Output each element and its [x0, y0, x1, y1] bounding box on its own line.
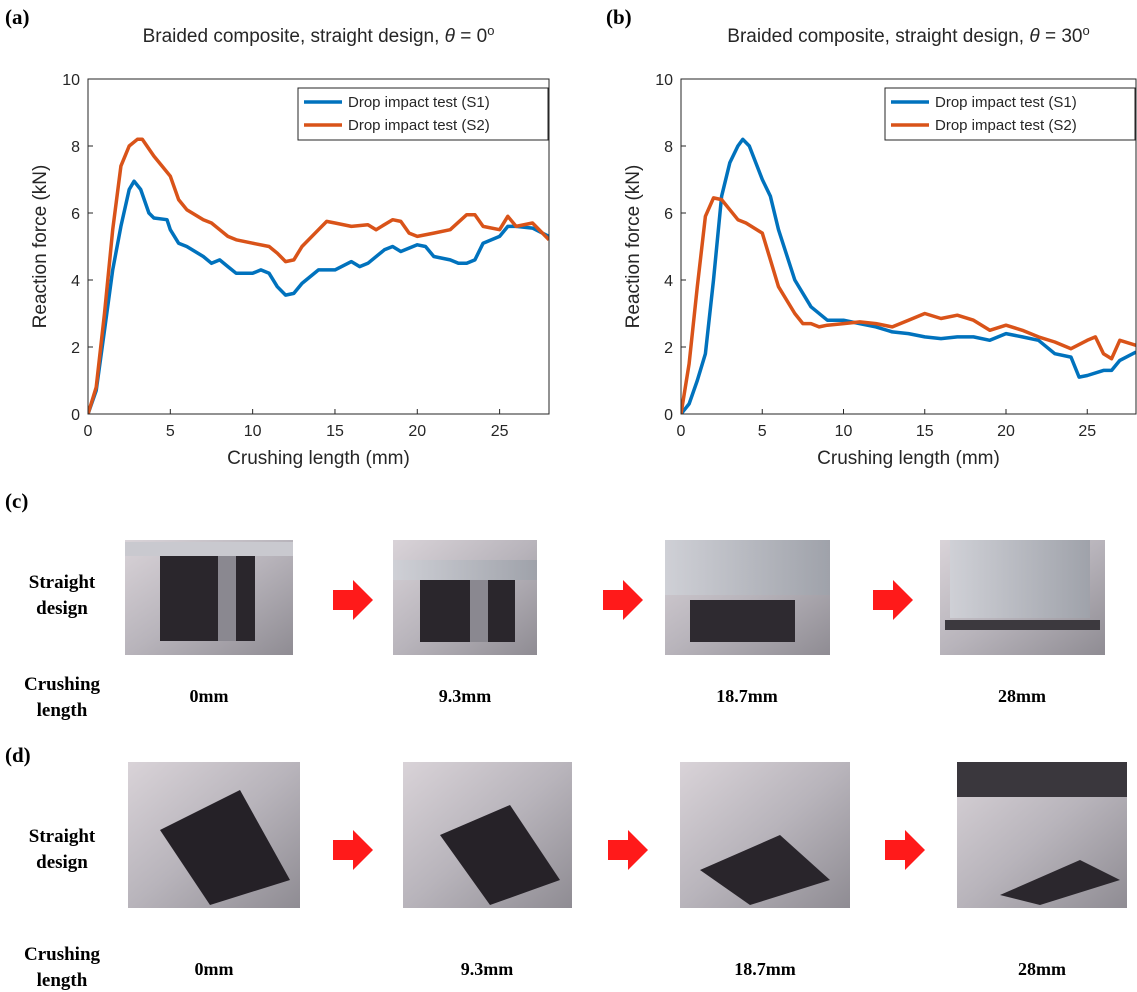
title-part: Braided composite, straight design, [727, 26, 1029, 47]
chart-title: Braided composite, straight design, θ = … [727, 23, 1089, 48]
arrow [333, 580, 913, 620]
legend-box [884, 87, 1136, 141]
y-tick-label: 2 [664, 340, 673, 357]
x-tick-label: 15 [326, 423, 344, 440]
x-tick-label: 5 [758, 423, 767, 440]
legend-label: Drop impact test (S2) [935, 117, 1077, 134]
row-label: Straight [29, 826, 96, 847]
title-part: θ [445, 26, 456, 47]
x-tick-label: 10 [244, 423, 262, 440]
title-part: Braided composite, straight design, [143, 26, 445, 47]
y-tick-label: 10 [655, 72, 673, 89]
photos-d [128, 762, 1127, 908]
legend-label: Drop impact test (S2) [348, 117, 490, 134]
y-axis-label: Reaction force (kN) [623, 165, 644, 329]
length-label: Crushing [24, 944, 101, 965]
photo [665, 540, 830, 595]
panel-label: (d) [5, 743, 31, 767]
legend-label: Drop impact test (S1) [935, 94, 1077, 111]
title-part: = 30 [1040, 26, 1083, 47]
x-tick-label: 20 [408, 423, 426, 440]
x-tick-label: 10 [835, 423, 853, 440]
length-label: Crushing [24, 674, 101, 695]
title-part: θ [1029, 26, 1040, 47]
y-tick-label: 0 [664, 407, 673, 424]
step-label: 9.3mm [439, 686, 492, 706]
series-line [88, 179, 549, 414]
legend-box [297, 87, 549, 141]
y-tick-label: 4 [664, 273, 673, 290]
title-part: o [487, 23, 494, 38]
panel-label: (c) [5, 489, 28, 513]
step-label: 28mm [1018, 959, 1066, 979]
photo [950, 540, 1090, 618]
y-tick-label: 0 [71, 407, 80, 424]
chart-title: Braided composite, straight design, θ = … [143, 23, 495, 48]
axes-frame [87, 78, 550, 415]
title-part: o [1082, 23, 1089, 38]
row-label: Straight [29, 572, 96, 593]
step-label: 28mm [998, 686, 1046, 706]
axes-frame [680, 78, 1137, 415]
x-axis-label: Crushing length (mm) [817, 448, 1000, 469]
y-tick-label: 6 [664, 206, 673, 223]
panel-label: (b) [606, 5, 632, 29]
x-tick-label: 25 [491, 423, 509, 440]
row-label: design [36, 598, 88, 619]
photo [440, 805, 560, 905]
legend-label: Drop impact test (S1) [348, 94, 490, 111]
y-tick-label: 8 [664, 139, 673, 156]
photo [160, 556, 255, 641]
photos-c [125, 540, 1105, 655]
series-line [88, 137, 549, 414]
x-axis-label: Crushing length (mm) [227, 448, 410, 469]
step-label: 0mm [190, 686, 229, 706]
photo [420, 580, 515, 642]
x-tick-label: 25 [1078, 423, 1096, 440]
x-tick-label: 0 [677, 423, 686, 440]
photo [700, 835, 830, 905]
panel-label: (a) [5, 5, 30, 29]
y-tick-label: 6 [71, 206, 80, 223]
x-tick-label: 20 [997, 423, 1015, 440]
photo [690, 600, 795, 642]
series-line [681, 196, 1136, 414]
step-label: 0mm [195, 959, 234, 979]
x-tick-label: 0 [84, 423, 93, 440]
photo [470, 580, 488, 642]
y-axis-label: Reaction force (kN) [30, 165, 51, 329]
row-label: design [36, 852, 88, 873]
x-tick-label: 15 [916, 423, 934, 440]
step-label: 9.3mm [461, 959, 514, 979]
step-label: 18.7mm [734, 959, 796, 979]
y-tick-label: 4 [71, 273, 80, 290]
photo [218, 556, 236, 641]
length-label: length [37, 970, 88, 991]
photo [393, 560, 537, 580]
photo [1000, 860, 1120, 905]
series-line [681, 137, 1136, 414]
length-label: length [37, 700, 88, 721]
photo [945, 620, 1100, 630]
y-tick-label: 10 [62, 72, 80, 89]
arrow [333, 830, 925, 870]
photo [957, 762, 1127, 797]
y-tick-label: 8 [71, 139, 80, 156]
photo [160, 790, 290, 905]
title-part: = 0 [455, 26, 487, 47]
step-label: 18.7mm [716, 686, 778, 706]
y-tick-label: 2 [71, 340, 80, 357]
photo [125, 542, 293, 556]
x-tick-label: 5 [166, 423, 175, 440]
